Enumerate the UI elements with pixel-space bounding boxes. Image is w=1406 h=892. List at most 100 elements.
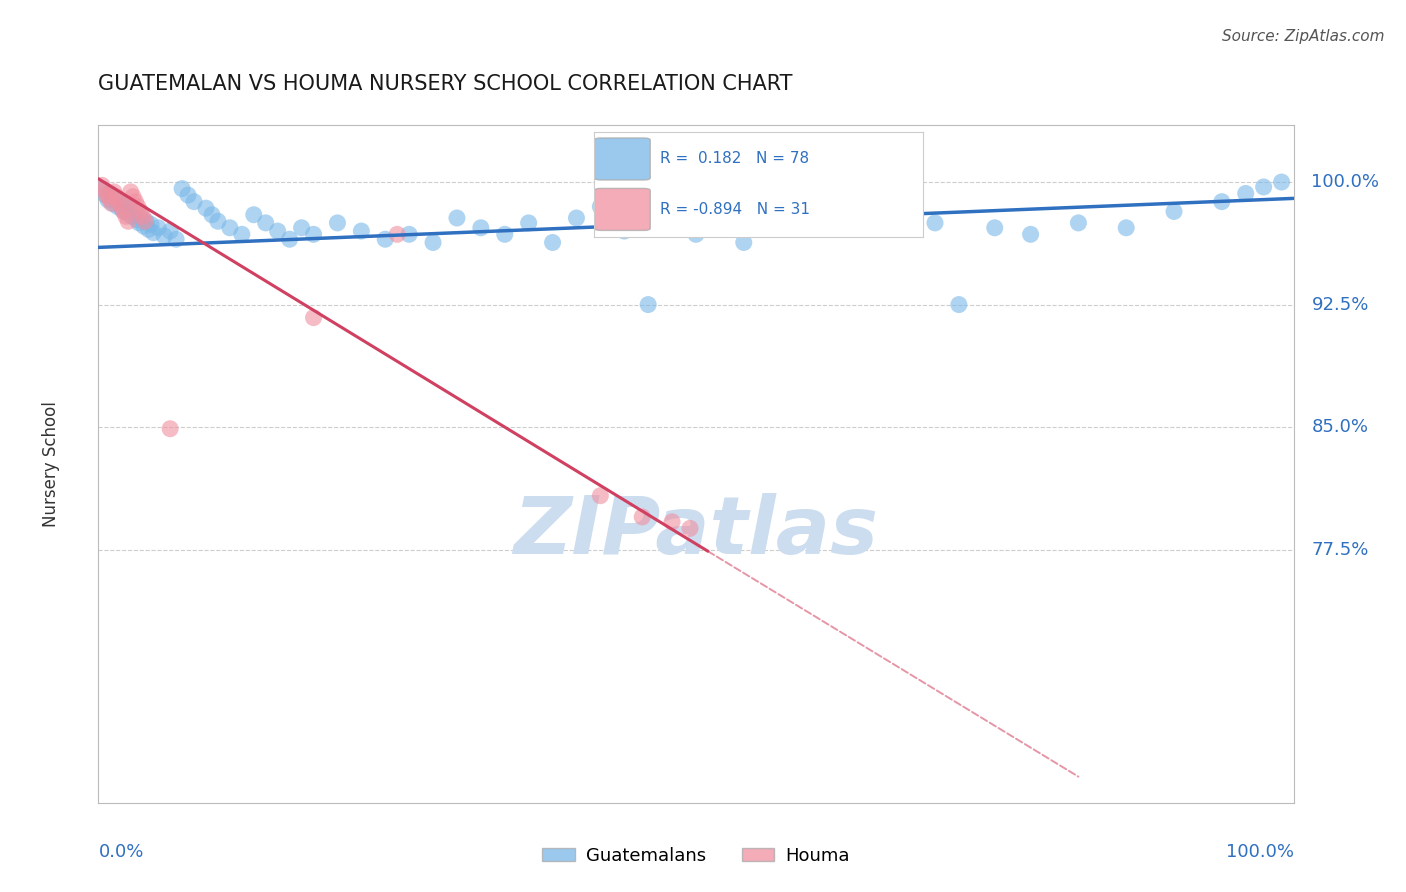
- Point: [517, 216, 540, 230]
- Point: [219, 220, 242, 235]
- Point: [900, 194, 922, 209]
- Point: [243, 208, 266, 222]
- Point: [111, 202, 134, 217]
- Point: [422, 235, 444, 250]
- Point: [398, 227, 420, 242]
- Point: [1163, 204, 1185, 219]
- Point: [733, 235, 755, 250]
- Point: [108, 194, 131, 209]
- Point: [138, 222, 160, 236]
- Point: [122, 190, 145, 204]
- Point: [374, 232, 396, 246]
- Point: [948, 297, 970, 311]
- Point: [589, 200, 612, 214]
- Point: [278, 232, 301, 246]
- Point: [148, 220, 170, 235]
- Text: Nursery School: Nursery School: [42, 401, 59, 527]
- Point: [302, 310, 325, 325]
- Point: [134, 214, 156, 228]
- Point: [117, 214, 139, 228]
- Point: [231, 227, 253, 242]
- Point: [103, 185, 125, 199]
- Point: [142, 226, 165, 240]
- Point: [94, 188, 117, 202]
- Point: [661, 515, 683, 529]
- Point: [104, 191, 127, 205]
- Point: [120, 185, 142, 199]
- Point: [165, 232, 187, 246]
- Point: [91, 181, 114, 195]
- Point: [115, 206, 138, 220]
- Point: [1253, 180, 1275, 194]
- Text: ZIPatlas: ZIPatlas: [513, 492, 879, 571]
- Point: [159, 224, 181, 238]
- Point: [177, 188, 200, 202]
- Point: [132, 219, 155, 234]
- Point: [983, 220, 1005, 235]
- Text: 77.5%: 77.5%: [1312, 541, 1369, 558]
- Point: [124, 204, 146, 219]
- Point: [128, 216, 150, 230]
- Text: 100.0%: 100.0%: [1226, 844, 1294, 862]
- Point: [679, 521, 702, 535]
- Point: [446, 211, 468, 225]
- Text: 92.5%: 92.5%: [1312, 295, 1369, 314]
- Point: [1115, 220, 1137, 235]
- Point: [110, 200, 132, 214]
- Point: [124, 194, 146, 209]
- Point: [302, 227, 325, 242]
- Point: [183, 194, 205, 209]
- Point: [494, 227, 516, 242]
- Point: [201, 208, 224, 222]
- Point: [290, 220, 312, 235]
- Point: [172, 181, 194, 195]
- Point: [350, 224, 373, 238]
- Point: [127, 200, 149, 214]
- Point: [131, 210, 153, 224]
- Point: [125, 212, 148, 227]
- Point: [1234, 186, 1257, 201]
- Text: 0.0%: 0.0%: [98, 844, 143, 862]
- Point: [1019, 227, 1042, 242]
- Point: [804, 211, 827, 225]
- Point: [98, 191, 121, 205]
- Point: [118, 201, 141, 215]
- Point: [1067, 216, 1090, 230]
- Point: [924, 216, 946, 230]
- Point: [194, 201, 217, 215]
- Point: [115, 210, 138, 224]
- Point: [589, 489, 612, 503]
- Point: [541, 235, 564, 250]
- Point: [661, 220, 683, 235]
- Point: [685, 227, 707, 242]
- Point: [96, 188, 118, 202]
- Legend: Guatemalans, Houma: Guatemalans, Houma: [536, 839, 856, 871]
- Point: [637, 297, 659, 311]
- Point: [876, 201, 898, 215]
- Text: GUATEMALAN VS HOUMA NURSERY SCHOOL CORRELATION CHART: GUATEMALAN VS HOUMA NURSERY SCHOOL CORRE…: [98, 74, 793, 94]
- Point: [129, 204, 152, 219]
- Point: [159, 422, 181, 436]
- Point: [121, 210, 143, 224]
- Text: Source: ZipAtlas.com: Source: ZipAtlas.com: [1222, 29, 1385, 44]
- Point: [470, 220, 492, 235]
- Point: [114, 198, 136, 212]
- Point: [101, 196, 124, 211]
- Point: [613, 224, 636, 238]
- Point: [97, 193, 120, 207]
- Point: [326, 216, 349, 230]
- Point: [153, 229, 176, 244]
- Point: [385, 227, 409, 242]
- Point: [107, 200, 129, 214]
- Point: [780, 216, 803, 230]
- Point: [565, 211, 588, 225]
- Point: [207, 214, 229, 228]
- Point: [105, 190, 128, 204]
- Point: [131, 211, 153, 225]
- Point: [1211, 194, 1233, 209]
- Point: [852, 191, 875, 205]
- Point: [631, 510, 654, 524]
- Point: [709, 211, 731, 225]
- Text: 100.0%: 100.0%: [1312, 173, 1379, 191]
- Point: [1271, 175, 1294, 189]
